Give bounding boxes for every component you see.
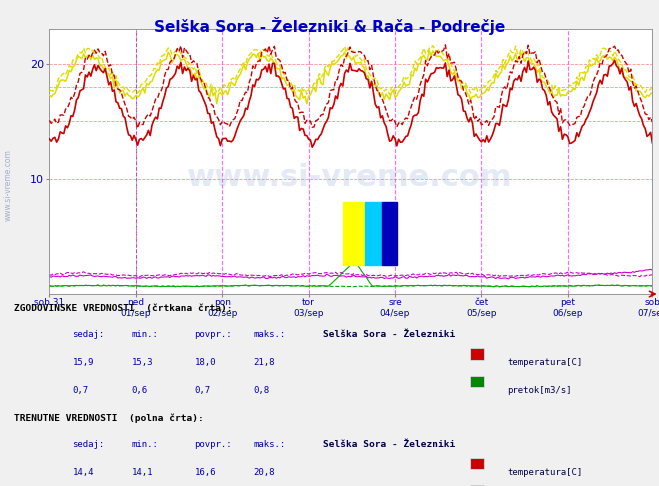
- Text: povpr.:: povpr.:: [194, 440, 232, 450]
- Text: Selška Sora - Železniki: Selška Sora - Železniki: [323, 440, 455, 450]
- Text: Selška Sora - Železniki & Rača - Podrečje: Selška Sora - Železniki & Rača - Podrečj…: [154, 17, 505, 35]
- Text: 0,8: 0,8: [254, 386, 270, 395]
- Text: 18,0: 18,0: [194, 358, 216, 367]
- Text: 21,8: 21,8: [254, 358, 275, 367]
- Text: pretok[m3/s]: pretok[m3/s]: [507, 386, 572, 395]
- Text: maks.:: maks.:: [254, 440, 286, 450]
- Text: Selška Sora - Železniki: Selška Sora - Železniki: [323, 330, 455, 340]
- Text: 0,7: 0,7: [72, 386, 88, 395]
- Text: maks.:: maks.:: [254, 330, 286, 340]
- Bar: [366, 202, 382, 265]
- Text: min.:: min.:: [132, 330, 159, 340]
- Text: www.si-vreme.com: www.si-vreme.com: [186, 163, 512, 192]
- Text: sedaj:: sedaj:: [72, 440, 105, 450]
- Text: sedaj:: sedaj:: [72, 330, 105, 340]
- Text: povpr.:: povpr.:: [194, 330, 232, 340]
- Text: temperatura[C]: temperatura[C]: [507, 358, 583, 367]
- Text: 15,9: 15,9: [72, 358, 94, 367]
- Text: temperatura[C]: temperatura[C]: [507, 468, 583, 477]
- Text: min.:: min.:: [132, 440, 159, 450]
- Text: 14,4: 14,4: [72, 468, 94, 477]
- Bar: [382, 202, 397, 265]
- Text: 20,8: 20,8: [254, 468, 275, 477]
- Text: 14,1: 14,1: [132, 468, 154, 477]
- Text: 0,7: 0,7: [194, 386, 210, 395]
- Text: 16,6: 16,6: [194, 468, 216, 477]
- Text: www.si-vreme.com: www.si-vreme.com: [4, 149, 13, 221]
- Text: ZGODOVINSKE VREDNOSTI  (črtkana črta):: ZGODOVINSKE VREDNOSTI (črtkana črta):: [14, 304, 233, 313]
- Text: 0,6: 0,6: [132, 386, 148, 395]
- Bar: [343, 202, 366, 265]
- Text: 15,3: 15,3: [132, 358, 154, 367]
- Text: TRENUTNE VREDNOSTI  (polna črta):: TRENUTNE VREDNOSTI (polna črta):: [14, 414, 204, 423]
